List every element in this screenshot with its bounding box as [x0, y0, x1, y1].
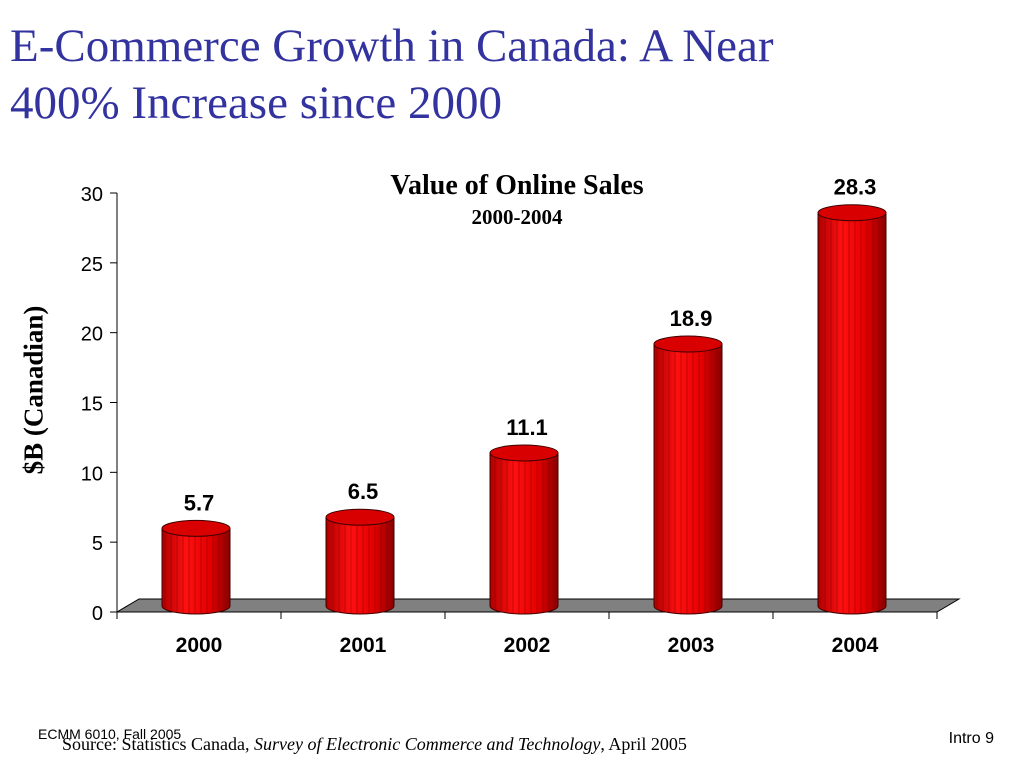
bar-2000 [161, 519, 231, 615]
chart-subtitle: 2000-2004 [471, 205, 563, 229]
bar-ridges [654, 344, 722, 614]
y-tick-label: 15 [81, 394, 103, 416]
data-label-2001: 6.5 [348, 479, 379, 504]
y-tick-label: 0 [92, 603, 103, 625]
bar-ridges [490, 452, 558, 614]
y-tick-label: 30 [81, 184, 103, 206]
bar-ridges [162, 528, 230, 614]
x-tick-label-2000: 2000 [176, 634, 223, 657]
x-tick-label-2004: 2004 [832, 634, 879, 657]
source-publication: Survey of Electronic Commerce and Techno… [253, 734, 601, 754]
y-axis-label: $B (Canadian) [18, 305, 49, 475]
y-tick-label: 25 [81, 254, 103, 276]
bar-top [817, 204, 887, 222]
bar-2001 [325, 508, 395, 615]
data-label-2004: 28.3 [834, 175, 877, 200]
source-prefix: Source: Statistics Canada, [62, 734, 254, 754]
y-tick-label: 20 [81, 324, 103, 346]
source-note: Source: Statistics Canada, Survey of Ele… [62, 734, 687, 755]
x-tick-label-2003: 2003 [668, 634, 715, 657]
slide-title: E-Commerce Growth in Canada: A Near 400%… [10, 18, 1010, 132]
bar-2003 [653, 335, 723, 615]
x-tick-label-2002: 2002 [504, 634, 551, 657]
slide-title-line-1: E-Commerce Growth in Canada: A Near [10, 20, 774, 72]
bar-2002 [489, 444, 559, 615]
slide-number: Intro 9 [948, 730, 994, 747]
bar-2004 [817, 204, 887, 615]
bar-top [161, 519, 231, 537]
bar-ridges [818, 212, 886, 614]
bar-top [325, 508, 395, 526]
bar-top [653, 335, 723, 353]
chart-title: Value of Online Sales [390, 170, 644, 201]
chart-title-block: Value of Online Sales 2000-2004 [317, 168, 717, 230]
y-tick-label: 5 [92, 533, 103, 555]
data-label-2003: 18.9 [670, 306, 713, 331]
x-tick-label-2001: 2001 [340, 634, 387, 657]
data-label-2002: 11.1 [506, 415, 548, 440]
y-tick-label: 10 [81, 463, 103, 485]
source-suffix: , April 2005 [600, 734, 687, 754]
bar-ridges [326, 517, 394, 614]
bar-top [489, 444, 559, 462]
footer-course: ECMM 6010, Fall 2005 [38, 726, 182, 742]
data-label-2000: 5.7 [184, 490, 215, 515]
slide-title-line-2: 400% Increase since 2000 [10, 77, 503, 129]
